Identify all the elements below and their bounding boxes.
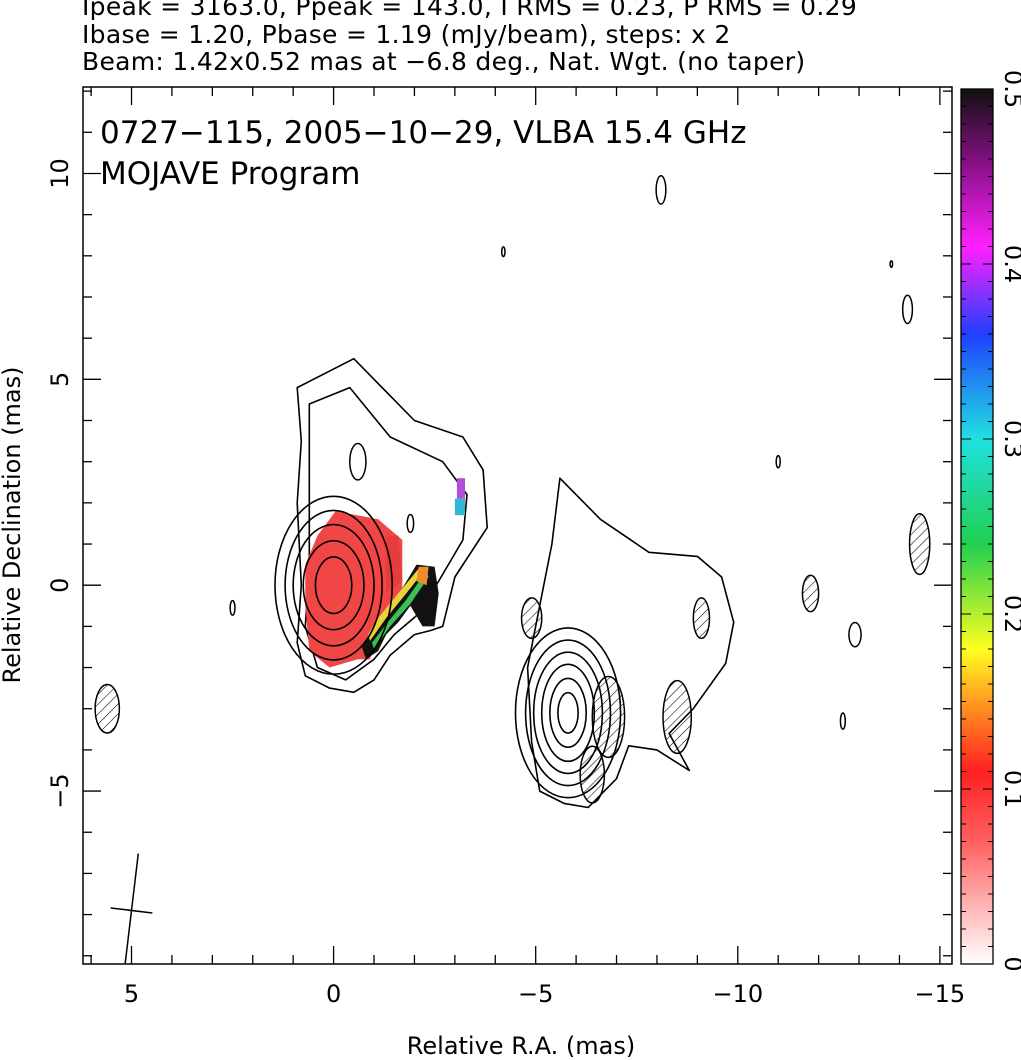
small-contour-14	[775, 454, 781, 469]
core-contour-1	[302, 539, 365, 631]
small-contour-8	[848, 621, 862, 648]
contour-jet-outer-1	[526, 477, 735, 809]
contour-core-outer-1	[296, 357, 488, 694]
y-tick-label: 0	[46, 578, 74, 593]
small-contour-7	[908, 512, 931, 576]
colorbar-tick-label: 0	[999, 956, 1021, 971]
small-contour-12	[406, 513, 415, 534]
small-contour-13	[229, 599, 236, 616]
pol-patch-orange-bits	[416, 566, 429, 586]
small-contour-3	[662, 679, 693, 755]
small-contour-15	[839, 712, 847, 730]
core-contour-0	[314, 556, 353, 615]
pol-patch-green-band	[372, 570, 429, 649]
core-contour-3	[284, 509, 383, 661]
core-contour-4	[274, 495, 394, 675]
small-contour-9	[901, 294, 914, 325]
pol-patch-upper-tail-cyan	[454, 498, 465, 516]
small-contour-5	[579, 745, 606, 804]
y-tick-label: 10	[46, 158, 74, 189]
colorbar-tick-label: 0.2	[999, 595, 1021, 633]
small-contour-10	[655, 175, 667, 205]
small-contour-17	[889, 260, 894, 269]
x-tick-label: 0	[326, 980, 341, 1008]
small-contour-11	[349, 442, 367, 481]
pol-patch-upper-tail	[456, 478, 465, 499]
x-tick-label: −15	[915, 980, 966, 1008]
header-line-1: Ipeak = 3163.0, Ppeak = 143.0, I RMS = 0…	[82, 0, 858, 21]
header-line-3: Beam: 1.42x0.52 mas at −6.8 deg., Nat. W…	[82, 47, 806, 76]
colorbar-tick-label: 0.1	[999, 770, 1021, 808]
header-line-2: Ibase = 1.20, Pbase = 1.19 (mJy/beam), s…	[82, 20, 731, 49]
beam-minor-axis	[110, 907, 153, 914]
annotation-line-1: 0727−115, 2005−10−29, VLBA 15.4 GHz	[100, 115, 746, 151]
y-axis-label: Relative Declination (mas)	[0, 366, 26, 683]
x-tick-label: 5	[124, 980, 139, 1008]
core-contour-2	[292, 523, 375, 647]
colorbar-tick-label: 0.3	[999, 420, 1021, 458]
pol-patch-yellow-band	[368, 568, 423, 641]
small-contour-6	[801, 574, 820, 613]
component-contour-0	[557, 691, 579, 734]
small-contour-16	[500, 246, 506, 258]
x-tick-label: −5	[518, 980, 553, 1008]
small-contour-0	[94, 683, 121, 734]
plot-frame	[82, 86, 953, 965]
colorbar	[960, 88, 994, 965]
small-contour-4	[591, 675, 626, 759]
small-contour-2	[692, 597, 711, 640]
x-tick-label: −10	[712, 980, 763, 1008]
colorbar-tick-label: 0.4	[999, 245, 1021, 283]
small-contour-1	[520, 597, 543, 640]
annotation-line-2: MOJAVE Program	[100, 156, 360, 192]
component-contour-1	[549, 677, 588, 748]
pol-patch-red-extension	[386, 535, 403, 594]
x-axis-label: Relative R.A. (mas)	[407, 1032, 635, 1060]
y-tick-label: 5	[46, 372, 74, 387]
y-tick-label: −5	[46, 773, 74, 808]
colorbar-tick-label: 0.5	[999, 70, 1021, 108]
